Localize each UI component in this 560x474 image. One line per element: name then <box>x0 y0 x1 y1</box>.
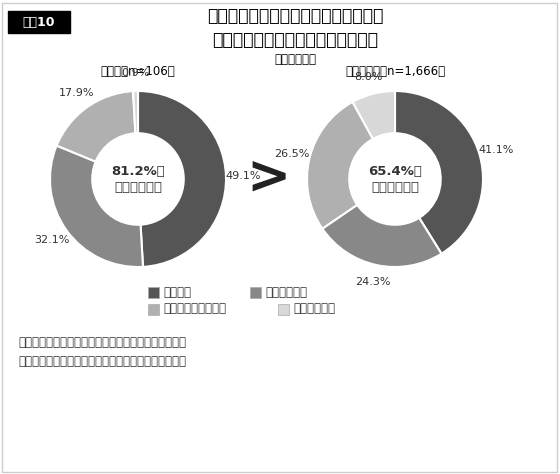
Text: 所属企業では、今後、育児に積極的な
男性従業員が増えていくと思うか？: 所属企業では、今後、育児に積極的な 男性従業員が増えていくと思うか？ <box>207 7 383 49</box>
Wedge shape <box>57 91 136 162</box>
Wedge shape <box>353 91 395 139</box>
Text: 32.1%: 32.1% <box>34 235 69 245</box>
FancyBboxPatch shape <box>8 11 70 33</box>
Text: 経営者の８割が、今後、男性社員の育児参加が増える
と考えているが、若手・中堅は６割強にとどまった。: 経営者の８割が、今後、男性社員の育児参加が増える と考えているが、若手・中堅は６… <box>18 336 186 368</box>
Text: >: > <box>246 153 290 205</box>
Wedge shape <box>395 91 483 254</box>
Bar <box>278 303 289 315</box>
Text: 17.9%: 17.9% <box>59 88 95 98</box>
Text: （単一回答）: （単一回答） <box>274 53 316 65</box>
Bar <box>148 286 159 298</box>
Text: 図表10: 図表10 <box>23 16 55 28</box>
Text: 0.9%: 0.9% <box>121 68 149 78</box>
Text: 8.0%: 8.0% <box>354 72 383 82</box>
Text: 81.2%が: 81.2%が <box>111 164 165 177</box>
Bar <box>250 286 261 298</box>
Bar <box>148 303 159 315</box>
Text: そう思わない: そう思わない <box>293 302 335 316</box>
Text: 24.3%: 24.3% <box>356 277 391 287</box>
Text: 49.1%: 49.1% <box>226 171 262 181</box>
Text: ややそう思う: ややそう思う <box>265 285 307 299</box>
Wedge shape <box>138 91 226 267</box>
Text: 26.5%: 26.5% <box>274 149 310 159</box>
Text: 「そう思う」: 「そう思う」 <box>114 181 162 193</box>
Text: 「そう思う」: 「そう思う」 <box>371 181 419 193</box>
Text: 41.1%: 41.1% <box>479 145 514 155</box>
Text: 経営者（n=106）: 経営者（n=106） <box>101 64 175 78</box>
Text: 65.4%が: 65.4%が <box>368 164 422 177</box>
Wedge shape <box>323 205 441 267</box>
Text: あまりそう思わない: あまりそう思わない <box>163 302 226 316</box>
Wedge shape <box>307 102 373 228</box>
Text: そう思う: そう思う <box>163 285 191 299</box>
Wedge shape <box>133 91 138 133</box>
Wedge shape <box>50 146 143 267</box>
Text: 若手・中堅（n=1,666）: 若手・中堅（n=1,666） <box>345 64 445 78</box>
